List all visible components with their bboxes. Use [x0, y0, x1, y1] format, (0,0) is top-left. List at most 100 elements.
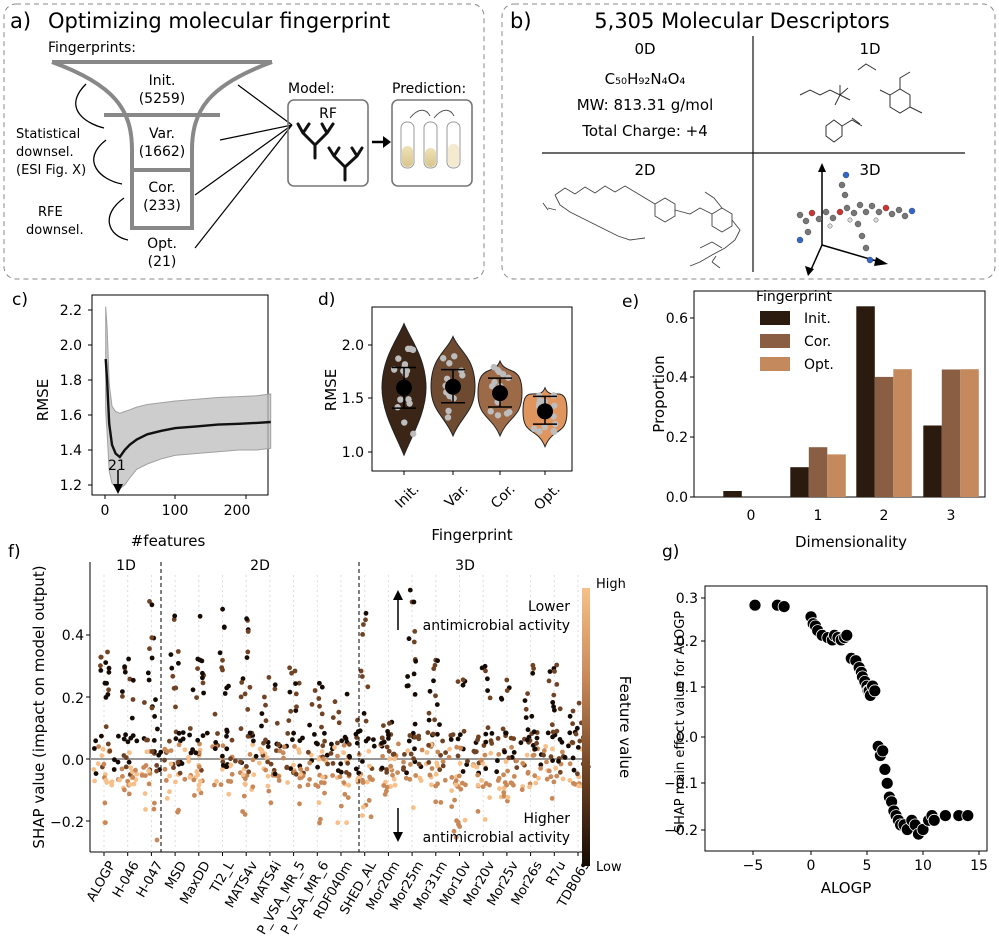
shap-point: [281, 744, 287, 750]
shap-point: [143, 807, 148, 812]
shap-point: [134, 771, 140, 777]
shap-point: [366, 798, 372, 803]
shap-point: [199, 658, 205, 664]
shap-point: [194, 695, 200, 700]
shap-point: [379, 735, 385, 741]
shap-point: [313, 740, 319, 746]
shap-point: [116, 733, 121, 739]
shap-point: [284, 765, 290, 771]
e-ytick-label: 0.0: [666, 490, 688, 506]
shap-point: [447, 746, 452, 752]
shap-point: [268, 800, 274, 806]
shap-point: [220, 657, 225, 663]
legend-label-opt: Opt.: [804, 357, 834, 373]
shap-point: [164, 796, 170, 801]
shap-point: [204, 730, 210, 736]
c-ytick-label: 1.8: [60, 373, 82, 389]
f-ytick-label: 0.2: [62, 691, 84, 707]
d-ytick-marks: [368, 344, 372, 453]
shap-point: [494, 769, 500, 775]
bar-cor-3: [941, 369, 961, 497]
shap-point: [509, 780, 515, 786]
shap-point: [238, 759, 243, 765]
shap-point: [544, 759, 549, 765]
shap-point: [455, 753, 461, 759]
shap-point: [361, 622, 366, 627]
shap-point: [176, 742, 182, 748]
shap-point: [440, 759, 446, 765]
shap-point: [244, 764, 249, 769]
shap-point: [272, 682, 278, 688]
stat-downsel-line1: Statistical: [16, 127, 80, 142]
f-feature-guides: [103, 575, 579, 852]
shap-point: [429, 782, 434, 788]
shap-point: [122, 787, 127, 793]
shap-point: [485, 676, 490, 682]
shap-point: [453, 778, 459, 784]
panel-c: c) 21 2.2 2.0 1.8 1.6 1.4 1.2 0 100 200 …: [12, 290, 272, 550]
shap-point: [501, 790, 507, 795]
shap-point: [483, 731, 489, 737]
quadrant-3d-label: 3D: [859, 161, 880, 179]
shap-point: [432, 662, 438, 668]
shap-point: [361, 711, 367, 716]
shap-point: [251, 772, 257, 778]
shap-point: [238, 694, 244, 700]
c-xtick-label: 100: [162, 503, 189, 519]
panel-b-title: 5,305 Molecular Descriptors: [594, 9, 889, 33]
shap-point: [571, 767, 577, 773]
shap-point: [322, 730, 327, 736]
shap-point: [402, 752, 407, 757]
panel-e: e) 0.6 0.4 0.2 0.0 0 1 2 3 Dimensionalit…: [622, 289, 986, 551]
shap-point: [224, 733, 229, 739]
shap-point: [426, 742, 431, 748]
shap-point: [483, 668, 488, 674]
shap-point: [195, 666, 201, 671]
shap-point: [200, 670, 205, 676]
shap-point: [173, 779, 178, 785]
shap-point: [365, 684, 371, 690]
panel-g-letter: g): [662, 542, 679, 562]
d-ytick-label: 2.0: [342, 338, 364, 354]
shap-point: [360, 777, 365, 783]
e-xtick-label: 3: [947, 508, 956, 524]
shap-point: [120, 774, 125, 779]
shap-point: [554, 773, 560, 779]
shap-point: [239, 680, 245, 685]
shap-point: [162, 746, 168, 752]
shap-point: [180, 730, 186, 735]
bar-opt-3: [960, 369, 979, 497]
stage-opt-count: (21): [148, 254, 177, 270]
alogp-point: [927, 813, 941, 827]
shap-point: [387, 720, 392, 726]
panel-b-border: [501, 3, 996, 280]
shap-point: [344, 820, 349, 826]
shap-point: [417, 775, 423, 781]
shap-point: [312, 688, 318, 693]
shap-point: [168, 761, 174, 767]
shap-point: [220, 753, 225, 759]
structure-2d: [542, 185, 741, 269]
shap-point: [557, 769, 563, 775]
shap-point: [575, 771, 580, 777]
shap-point: [550, 734, 555, 740]
shap-point: [495, 736, 501, 741]
shap-point: [475, 737, 480, 743]
shap-point: [345, 795, 351, 800]
rfe-downsel-line2: downsel.: [26, 223, 84, 238]
shap-point: [530, 670, 536, 676]
alogp-point: [939, 809, 952, 822]
shap-point: [440, 738, 445, 744]
shap-point: [405, 748, 411, 754]
panel-c-letter: c): [12, 290, 28, 310]
shap-point: [438, 800, 444, 805]
optimum-label: 21: [108, 458, 126, 474]
test-tubes: [400, 109, 461, 169]
shap-point: [532, 773, 538, 779]
violin-point: [397, 396, 404, 403]
shap-point: [363, 718, 369, 724]
shap-point: [95, 761, 101, 767]
shap-point: [146, 781, 152, 787]
shap-point: [525, 691, 530, 696]
shap-point: [408, 751, 414, 757]
